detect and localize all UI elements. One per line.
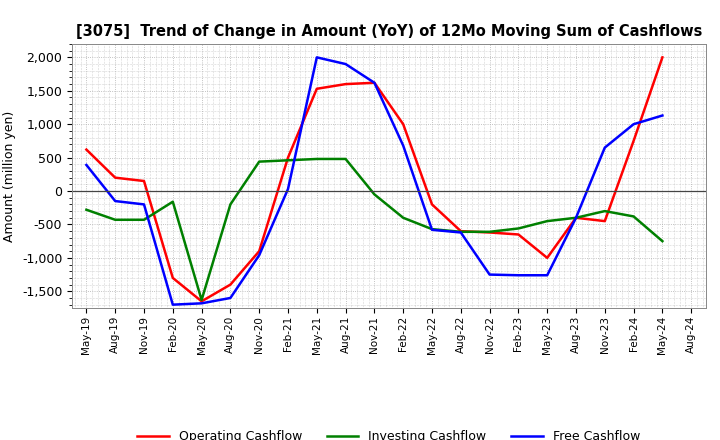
Free Cashflow [600, 145, 609, 150]
Free Cashflow [82, 162, 91, 168]
Y-axis label: Amount (million yen): Amount (million yen) [4, 110, 17, 242]
Free Cashflow [428, 227, 436, 232]
Operating Cashflow [284, 155, 292, 160]
Investing Cashflow [255, 159, 264, 164]
Operating Cashflow [456, 228, 465, 234]
Free Cashflow [485, 272, 494, 277]
Operating Cashflow [370, 80, 379, 85]
Operating Cashflow [140, 178, 148, 183]
Free Cashflow [312, 55, 321, 60]
Free Cashflow [168, 302, 177, 307]
Investing Cashflow [370, 192, 379, 197]
Free Cashflow [197, 301, 206, 306]
Title: [3075]  Trend of Change in Amount (YoY) of 12Mo Moving Sum of Cashflows: [3075] Trend of Change in Amount (YoY) o… [76, 24, 702, 39]
Operating Cashflow [600, 219, 609, 224]
Legend: Operating Cashflow, Investing Cashflow, Free Cashflow: Operating Cashflow, Investing Cashflow, … [132, 425, 645, 440]
Operating Cashflow [312, 86, 321, 92]
Operating Cashflow [514, 232, 523, 237]
Free Cashflow [140, 202, 148, 207]
Free Cashflow [284, 187, 292, 192]
Operating Cashflow [572, 215, 580, 220]
Free Cashflow [226, 295, 235, 301]
Operating Cashflow [485, 230, 494, 235]
Investing Cashflow [226, 202, 235, 207]
Operating Cashflow [82, 147, 91, 152]
Investing Cashflow [543, 219, 552, 224]
Investing Cashflow [82, 207, 91, 213]
Investing Cashflow [140, 217, 148, 222]
Free Cashflow [255, 253, 264, 258]
Free Cashflow [629, 121, 638, 127]
Investing Cashflow [572, 215, 580, 220]
Free Cashflow [658, 113, 667, 118]
Investing Cashflow [428, 227, 436, 232]
Operating Cashflow [341, 81, 350, 87]
Operating Cashflow [543, 255, 552, 260]
Operating Cashflow [629, 138, 638, 143]
Investing Cashflow [111, 217, 120, 222]
Free Cashflow [111, 198, 120, 204]
Investing Cashflow [284, 158, 292, 163]
Operating Cashflow [255, 249, 264, 254]
Free Cashflow [514, 273, 523, 278]
Operating Cashflow [226, 282, 235, 287]
Investing Cashflow [168, 199, 177, 204]
Investing Cashflow [312, 156, 321, 161]
Investing Cashflow [456, 229, 465, 235]
Free Cashflow [370, 80, 379, 85]
Operating Cashflow [168, 275, 177, 281]
Free Cashflow [399, 143, 408, 148]
Free Cashflow [341, 62, 350, 67]
Line: Investing Cashflow: Investing Cashflow [86, 159, 662, 300]
Line: Free Cashflow: Free Cashflow [86, 57, 662, 304]
Investing Cashflow [341, 156, 350, 161]
Operating Cashflow [111, 175, 120, 180]
Free Cashflow [543, 273, 552, 278]
Investing Cashflow [399, 215, 408, 220]
Free Cashflow [456, 230, 465, 235]
Operating Cashflow [399, 121, 408, 127]
Line: Operating Cashflow: Operating Cashflow [86, 57, 662, 301]
Free Cashflow [572, 215, 580, 220]
Investing Cashflow [658, 238, 667, 244]
Investing Cashflow [629, 214, 638, 219]
Operating Cashflow [658, 55, 667, 60]
Operating Cashflow [197, 299, 206, 304]
Investing Cashflow [197, 297, 206, 303]
Investing Cashflow [485, 229, 494, 235]
Operating Cashflow [428, 202, 436, 207]
Investing Cashflow [600, 209, 609, 214]
Investing Cashflow [514, 226, 523, 231]
